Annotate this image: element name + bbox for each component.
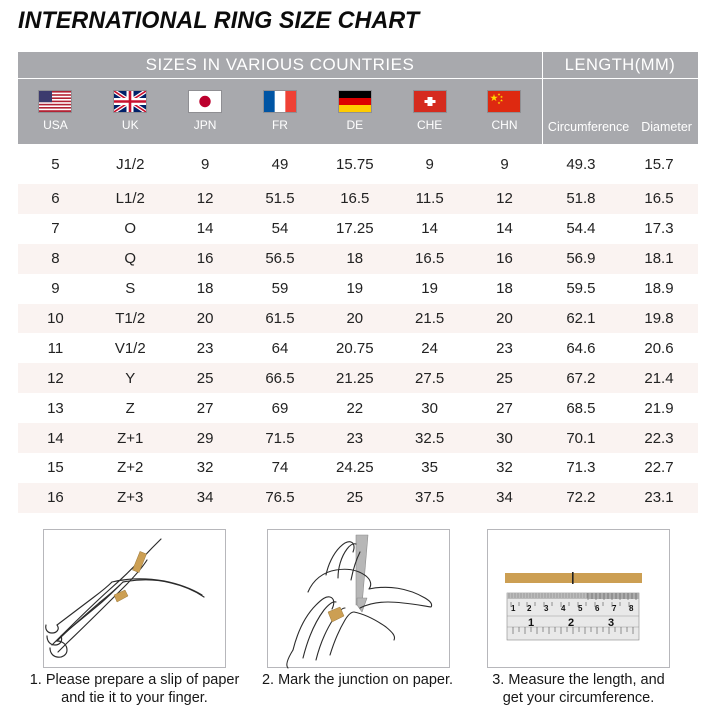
svg-text:5: 5 xyxy=(578,604,583,613)
svg-text:3: 3 xyxy=(544,604,549,613)
svg-text:1: 1 xyxy=(511,604,516,613)
svg-text:6: 6 xyxy=(595,604,600,613)
svg-text:7: 7 xyxy=(612,604,617,613)
svg-text:2: 2 xyxy=(527,604,532,613)
svg-text:4: 4 xyxy=(561,604,566,613)
svg-text:8: 8 xyxy=(629,604,634,613)
